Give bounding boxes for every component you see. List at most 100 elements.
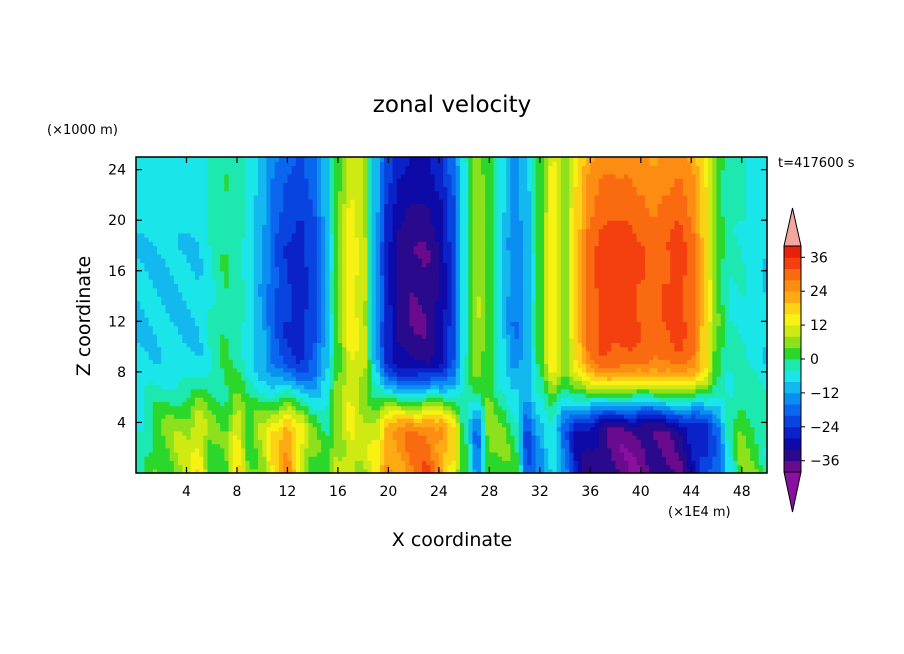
field-cell: [741, 418, 747, 424]
field-cell: [762, 392, 768, 398]
field-cell: [476, 430, 482, 436]
field-cell: [325, 435, 331, 440]
field-cell: [211, 464, 217, 470]
field-cell: [699, 371, 705, 377]
field-cell: [506, 418, 511, 424]
field-cell: [257, 384, 263, 390]
field-cell: [640, 422, 646, 428]
field-cell: [152, 405, 158, 411]
field-cell: [569, 443, 575, 449]
field-cell: [304, 329, 310, 335]
field-cell: [316, 384, 322, 390]
field-cell: [501, 460, 507, 466]
field-cell: [283, 430, 289, 436]
field-cell: [215, 342, 221, 348]
field-cell: [619, 456, 625, 461]
field-cell: [417, 392, 423, 398]
field-cell: [699, 338, 705, 343]
field-cell: [270, 435, 276, 440]
field-cell: [203, 418, 209, 424]
field-cell: [333, 367, 339, 373]
field-cell: [405, 342, 411, 348]
field-cell: [443, 414, 448, 419]
field-cell: [485, 384, 490, 390]
field-cell: [657, 376, 663, 381]
field-cell: [392, 359, 398, 365]
field-cell: [510, 456, 516, 461]
field-cell: [350, 376, 356, 381]
field-cell: [762, 435, 768, 440]
field-cell: [211, 468, 217, 474]
field-cell: [670, 380, 676, 386]
field-cell: [750, 355, 755, 360]
field-cell: [762, 350, 768, 356]
field-cell: [337, 456, 343, 461]
field-cell: [228, 355, 234, 360]
field-cell: [140, 397, 146, 402]
field-cell: [480, 468, 486, 474]
field-cell: [417, 363, 423, 369]
field-cell: [186, 451, 192, 457]
field-cell: [573, 430, 579, 436]
field-cell: [636, 451, 642, 457]
field-cell: [649, 367, 655, 373]
field-cell: [434, 342, 440, 348]
field-cell: [590, 350, 596, 356]
field-cell: [291, 363, 297, 369]
field-cell: [270, 392, 276, 398]
field-cell: [750, 392, 755, 398]
field-cell: [438, 380, 444, 386]
field-cell: [485, 342, 490, 348]
field-cell: [232, 359, 238, 365]
field-cell: [434, 405, 440, 411]
field-cell: [144, 392, 150, 398]
field-cell: [472, 443, 478, 449]
field-cell: [573, 451, 579, 457]
field-cell: [308, 355, 314, 360]
field-cell: [136, 342, 141, 348]
field-cell: [514, 430, 520, 436]
field-cell: [342, 464, 347, 470]
field-cell: [384, 342, 389, 348]
field-cell: [316, 350, 322, 356]
field-cell: [762, 359, 768, 365]
field-cell: [598, 426, 604, 432]
field-cell: [586, 468, 591, 474]
field-cell: [194, 392, 200, 398]
field-cell: [674, 397, 680, 402]
field-cell: [257, 435, 263, 440]
field-cell: [661, 350, 667, 356]
field-cell: [312, 355, 318, 360]
field-cell: [451, 443, 457, 449]
field-cell: [750, 451, 755, 457]
field-cell: [619, 392, 625, 398]
field-cell: [253, 355, 259, 360]
field-cell: [224, 451, 230, 457]
field-cell: [354, 359, 360, 365]
field-cell: [687, 439, 692, 445]
field-cell: [379, 435, 385, 440]
field-cell: [388, 422, 394, 428]
field-cell: [207, 435, 213, 440]
field-cell: [666, 367, 671, 373]
field-cell: [497, 384, 503, 390]
field-cell: [342, 376, 347, 381]
field-cell: [438, 443, 444, 449]
field-cell: [623, 405, 629, 411]
field-cell: [703, 355, 709, 360]
field-cell: [203, 405, 209, 411]
field-cell: [140, 456, 146, 461]
field-cell: [329, 418, 335, 424]
field-cell: [308, 388, 314, 394]
field-cell: [350, 422, 356, 428]
field-cell: [199, 338, 204, 343]
field-cell: [422, 418, 427, 424]
field-cell: [178, 409, 183, 415]
field-cell: [745, 414, 751, 419]
field-cell: [262, 439, 268, 445]
field-cell: [190, 468, 196, 474]
field-cell: [186, 333, 192, 339]
field-cell: [569, 435, 575, 440]
field-cell: [510, 380, 516, 386]
field-cell: [699, 443, 705, 449]
